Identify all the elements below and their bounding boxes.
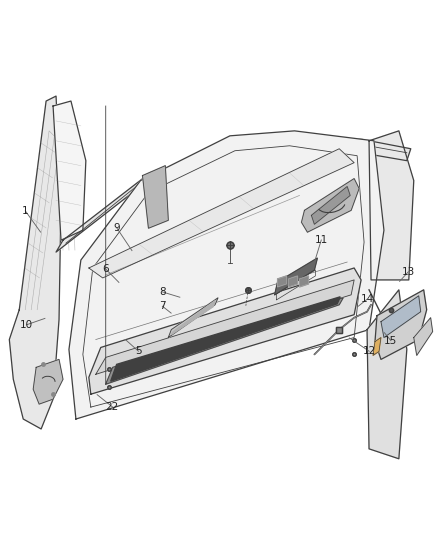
Polygon shape: [289, 276, 297, 287]
Text: 5: 5: [135, 346, 142, 356]
Polygon shape: [168, 298, 218, 337]
Polygon shape: [56, 139, 411, 252]
Polygon shape: [69, 131, 384, 419]
Text: 6: 6: [102, 264, 109, 274]
Polygon shape: [311, 187, 350, 224]
Polygon shape: [89, 268, 361, 394]
Text: 9: 9: [113, 223, 120, 233]
Text: 7: 7: [159, 301, 166, 311]
Polygon shape: [278, 276, 286, 287]
Polygon shape: [275, 258, 318, 295]
Polygon shape: [301, 179, 359, 232]
Polygon shape: [9, 96, 61, 429]
Text: 11: 11: [314, 235, 328, 245]
Polygon shape: [171, 301, 215, 335]
Polygon shape: [33, 359, 63, 404]
Text: 22: 22: [106, 402, 119, 412]
Text: 8: 8: [159, 287, 166, 297]
Text: 1: 1: [22, 206, 28, 216]
Polygon shape: [300, 276, 308, 287]
Polygon shape: [106, 298, 343, 384]
Polygon shape: [369, 131, 414, 280]
Polygon shape: [111, 297, 340, 381]
Polygon shape: [142, 166, 168, 228]
Polygon shape: [373, 337, 381, 356]
Text: 10: 10: [20, 320, 33, 330]
Polygon shape: [367, 290, 407, 459]
Polygon shape: [96, 280, 354, 374]
Text: 14: 14: [360, 294, 374, 304]
Text: 15: 15: [384, 336, 398, 345]
Polygon shape: [381, 296, 421, 337]
Text: 12: 12: [363, 346, 376, 356]
Text: 13: 13: [402, 267, 415, 277]
Polygon shape: [89, 149, 354, 278]
Polygon shape: [375, 290, 427, 359]
Polygon shape: [53, 101, 86, 240]
Polygon shape: [414, 318, 433, 356]
